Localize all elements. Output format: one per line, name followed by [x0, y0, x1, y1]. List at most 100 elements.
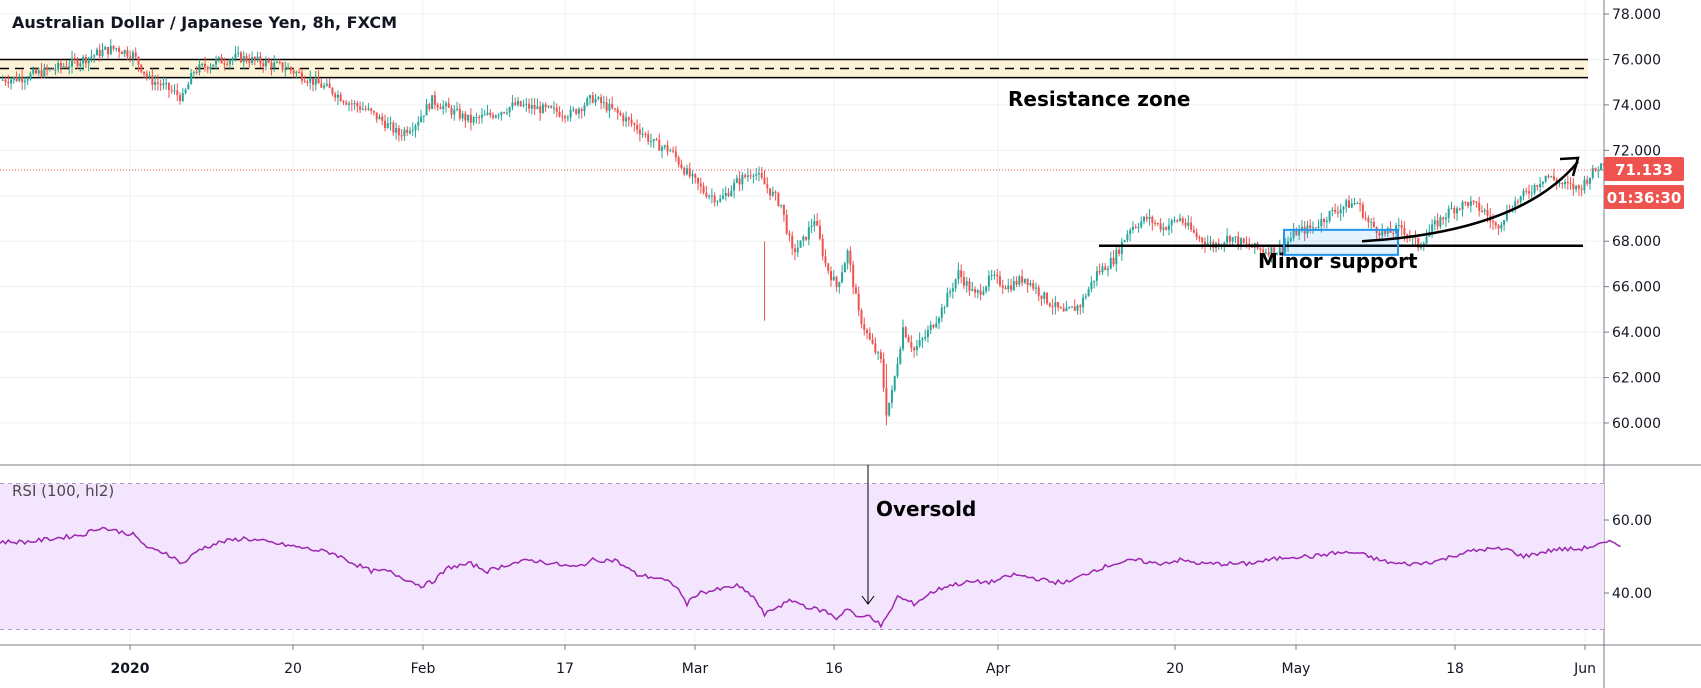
- candle-body: [1137, 226, 1140, 228]
- candle-body: [1062, 308, 1065, 312]
- candle-body: [433, 95, 436, 105]
- candle-body: [336, 94, 339, 98]
- candle-body: [760, 173, 763, 178]
- candle-body: [1140, 221, 1143, 227]
- candle-body: [1251, 246, 1254, 248]
- candle-body: [1447, 208, 1450, 218]
- candle-body: [1, 79, 4, 81]
- candle-body: [273, 62, 276, 69]
- candle-body: [1334, 209, 1337, 212]
- candle-body: [893, 376, 896, 391]
- candle-body: [971, 289, 974, 291]
- candle-body: [1046, 292, 1049, 304]
- candle-body: [494, 115, 497, 118]
- candle-body: [810, 225, 813, 228]
- candle-body: [458, 108, 461, 119]
- candle-body: [32, 69, 35, 74]
- candle-body: [1015, 280, 1018, 285]
- candle-body: [658, 139, 661, 151]
- candle-body: [381, 116, 384, 121]
- candle-body: [18, 77, 21, 81]
- candle-body: [209, 66, 212, 70]
- candle-body: [40, 70, 43, 77]
- candle-body: [1295, 230, 1298, 236]
- candle-body: [1076, 305, 1079, 311]
- candle-body: [752, 175, 755, 177]
- candle-body: [824, 256, 827, 264]
- candle-body: [697, 177, 700, 184]
- candle-body: [289, 67, 292, 71]
- candle-body: [553, 107, 555, 109]
- candle-body: [1444, 217, 1447, 220]
- candle-body: [1572, 183, 1575, 190]
- candle-body: [1231, 237, 1234, 242]
- candle-body: [93, 55, 96, 57]
- candle-body: [306, 82, 309, 84]
- candle-body: [805, 236, 808, 240]
- candle-body: [1469, 201, 1472, 206]
- candle-body: [237, 52, 240, 54]
- candle-body: [79, 63, 82, 67]
- candle-body: [821, 238, 824, 257]
- candle-body: [746, 175, 749, 177]
- candle-body: [672, 150, 675, 152]
- candle-body: [1300, 226, 1303, 230]
- candle-body: [259, 56, 262, 64]
- candle-body: [156, 82, 159, 84]
- candle-body: [1275, 252, 1278, 255]
- candle-body: [1594, 168, 1597, 171]
- candle-body: [184, 89, 187, 94]
- candle-body: [1287, 241, 1290, 245]
- candle-body: [1267, 252, 1270, 256]
- candle-body: [1350, 203, 1353, 208]
- candle-body: [1195, 232, 1198, 238]
- candle-body: [1198, 237, 1201, 239]
- candle-body: [1580, 188, 1583, 191]
- candle-body: [43, 67, 46, 77]
- candle-body: [849, 250, 852, 265]
- candle-body: [1392, 232, 1395, 234]
- candle-body: [212, 64, 215, 67]
- candle-body: [345, 102, 348, 105]
- candle-body: [1378, 232, 1381, 236]
- candle-body: [802, 236, 805, 241]
- candle-body: [1278, 247, 1281, 253]
- candle-body: [23, 80, 26, 83]
- candle-body: [1514, 201, 1517, 210]
- candle-body: [1098, 271, 1101, 273]
- candle-body: [843, 263, 846, 273]
- candle-body: [1505, 210, 1508, 221]
- candle-body: [1298, 229, 1301, 236]
- candle-body: [625, 117, 628, 122]
- candle-body: [724, 192, 727, 196]
- candle-body: [1569, 183, 1572, 185]
- x-tick-label: 17: [556, 661, 574, 677]
- candle-body: [76, 59, 79, 67]
- candle-body: [179, 95, 182, 101]
- resistance-zone-fill: [0, 59, 1588, 78]
- candle-body: [683, 167, 686, 175]
- candle-body: [1154, 222, 1157, 224]
- candle-body: [661, 147, 664, 151]
- candle-body: [1492, 221, 1495, 223]
- candle-body: [744, 175, 747, 177]
- candle-body: [954, 279, 957, 289]
- candle-body: [284, 69, 287, 71]
- candle-body: [932, 324, 935, 328]
- candle-body: [395, 128, 398, 133]
- candle-body: [1525, 190, 1528, 192]
- candle-body: [1372, 221, 1375, 228]
- candle-body: [1309, 225, 1312, 229]
- candle-body: [976, 290, 979, 293]
- candle-body: [841, 272, 844, 283]
- candle-body: [1010, 285, 1013, 291]
- candle-body: [248, 61, 251, 63]
- candle-body: [1544, 175, 1547, 182]
- candle-body: [270, 62, 273, 69]
- candle-body: [1165, 227, 1168, 230]
- candle-body: [838, 282, 841, 288]
- candle-body: [674, 151, 677, 158]
- candle-body: [636, 124, 639, 130]
- candle-body: [907, 337, 910, 343]
